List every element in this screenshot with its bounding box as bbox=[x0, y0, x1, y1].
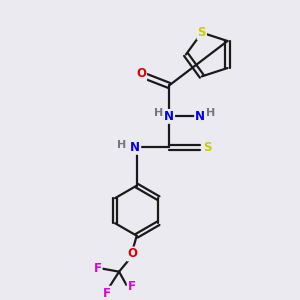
Text: H: H bbox=[154, 108, 164, 118]
Text: N: N bbox=[164, 110, 174, 123]
Text: N: N bbox=[195, 110, 205, 123]
Text: H: H bbox=[117, 140, 127, 150]
Text: F: F bbox=[103, 287, 111, 300]
Text: S: S bbox=[203, 141, 212, 154]
Text: F: F bbox=[128, 280, 136, 293]
Text: O: O bbox=[127, 248, 137, 260]
Text: F: F bbox=[94, 262, 102, 275]
Text: O: O bbox=[136, 67, 146, 80]
Text: H: H bbox=[206, 108, 215, 118]
Text: S: S bbox=[198, 26, 206, 39]
Text: N: N bbox=[130, 141, 140, 154]
